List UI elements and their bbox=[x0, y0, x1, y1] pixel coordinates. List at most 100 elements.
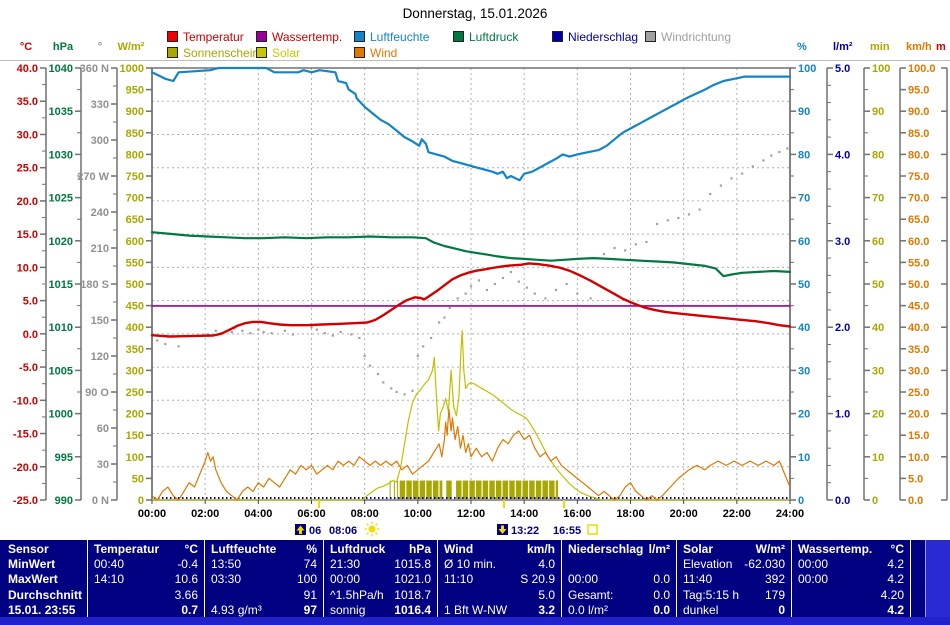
tick-label: 1.0 bbox=[835, 409, 850, 421]
tick-label: 35.0 bbox=[17, 96, 38, 108]
table-col-sensor: Sensor MinWert MaxWert Durchschnitt 15.01. 2… bbox=[2, 540, 88, 617]
tick-label: -15.0 bbox=[13, 429, 38, 441]
windrichtung-dot bbox=[770, 154, 773, 157]
sunrise-time: 08:06 bbox=[329, 525, 357, 537]
cell-value: 392 bbox=[764, 572, 785, 587]
cell-label: 0.0 l/m² bbox=[568, 602, 609, 617]
windrichtung-dot bbox=[762, 159, 765, 162]
sonnenschein-bar bbox=[389, 480, 391, 499]
table-row-label: Sensor bbox=[2, 541, 87, 556]
windrichtung-dot bbox=[350, 333, 353, 336]
windrichtung-dot bbox=[283, 329, 287, 332]
x-axis-label: 12:00 bbox=[457, 508, 485, 520]
tick-label: 85.0 bbox=[908, 128, 929, 140]
tick-label: 0 bbox=[138, 495, 144, 507]
row-label-text: MinWert bbox=[8, 557, 56, 572]
sonnenschein-bar bbox=[419, 480, 426, 499]
tick-label: 5.0 bbox=[908, 473, 923, 485]
tick-label: 10.0 bbox=[908, 452, 929, 464]
windrichtung-dot bbox=[323, 332, 326, 335]
tick-label: 90 bbox=[798, 106, 810, 118]
x-axis-label: 20:00 bbox=[670, 508, 698, 520]
windrichtung-dot bbox=[485, 288, 489, 292]
windrichtung-dot bbox=[339, 330, 342, 334]
tick-label: 3.0 bbox=[835, 236, 850, 248]
tick-label: 180 S bbox=[80, 279, 109, 291]
tick-label: hPa bbox=[53, 41, 74, 53]
sonnenschein-bar bbox=[489, 480, 495, 499]
table-row: dunkel 0 bbox=[677, 602, 791, 617]
cell-label: dunkel bbox=[683, 602, 719, 617]
cell-value: 100 bbox=[296, 572, 317, 587]
cell-value: 0.0 bbox=[653, 602, 670, 617]
temperatur-series bbox=[150, 262, 792, 338]
tick-label: 60.0 bbox=[908, 236, 929, 248]
tick-label: % bbox=[797, 41, 807, 53]
sonnenschein-bar bbox=[456, 480, 462, 499]
x-axis-label: 24:00 bbox=[776, 508, 804, 520]
windrichtung-dot bbox=[403, 393, 406, 396]
windrichtung-dot bbox=[443, 316, 446, 319]
tick-label: 4.0 bbox=[835, 149, 850, 161]
cell-value: 4.2 bbox=[887, 572, 904, 587]
legend-swatch-icon bbox=[167, 31, 178, 42]
table-row: 00:00 0.0 bbox=[562, 571, 676, 586]
tick-label: 40.0 bbox=[908, 322, 929, 334]
windrichtung-dot bbox=[741, 172, 744, 175]
tick-label: W/m² bbox=[118, 41, 145, 53]
windrichtung-dot bbox=[270, 332, 273, 335]
cell-label: Tag:5:15 h bbox=[683, 587, 740, 602]
column-unit: hPa bbox=[408, 542, 431, 556]
sunrise-axis-tick bbox=[318, 500, 320, 508]
x-axis-label: 10:00 bbox=[404, 508, 432, 520]
tick-label: 75.0 bbox=[908, 171, 929, 183]
chart-legend: Temperatur Wassertemp. Luftfeuchte Luftdruc… bbox=[0, 0, 950, 62]
sonnenschein-bar bbox=[549, 480, 555, 499]
windrichtung-dot bbox=[363, 354, 366, 358]
legend-label: Sonnenschein bbox=[183, 45, 260, 60]
table-row: 91 bbox=[205, 587, 323, 602]
tick-label: 15.0 bbox=[17, 229, 38, 241]
cell-value: 3.66 bbox=[174, 587, 198, 602]
windrichtung-dot bbox=[422, 345, 425, 348]
cell-value: 4.2 bbox=[887, 557, 904, 572]
cell-label: 00:00 bbox=[798, 572, 829, 587]
tick-label: 360 N bbox=[80, 63, 109, 75]
table-col-luftfeuchte: Luftfeuchte% 13:50 74 03:30 100 91 4.93 g/m³ 97 bbox=[205, 540, 324, 617]
windrichtung-dot bbox=[368, 364, 372, 367]
windrichtung-dot bbox=[602, 252, 606, 256]
tick-label: 50.0 bbox=[908, 279, 929, 291]
windrichtung-dot bbox=[565, 282, 568, 286]
moonset-time: 13:22 bbox=[511, 525, 539, 537]
tick-label: min bbox=[870, 41, 890, 53]
tick-label: l/m² bbox=[833, 41, 853, 53]
tick-label: 600 bbox=[126, 236, 144, 248]
windrichtung-dot bbox=[411, 389, 414, 392]
table-row: 4.20 bbox=[792, 587, 910, 602]
legend-swatch-icon bbox=[354, 31, 365, 42]
tick-label: 1020 bbox=[49, 236, 73, 248]
windrichtung-dot bbox=[501, 276, 504, 280]
tick-label: 990 bbox=[55, 495, 73, 507]
cell-value: 1015.8 bbox=[394, 557, 431, 572]
cell-value: 0.7 bbox=[181, 602, 198, 617]
column-name: Solar bbox=[683, 542, 714, 556]
tick-label: m bbox=[936, 41, 946, 53]
cell-label: 03:30 bbox=[211, 572, 242, 587]
x-axis-label: 22:00 bbox=[723, 508, 751, 520]
sonnenschein-bar bbox=[399, 480, 406, 499]
tick-label: 900 bbox=[126, 106, 144, 118]
legend-swatch-icon bbox=[645, 31, 656, 42]
sonnenschein-bar bbox=[462, 480, 469, 499]
windrichtung-dot bbox=[493, 282, 497, 286]
windrichtung-dot bbox=[544, 297, 547, 300]
table-header-row: Wassertemp. °C bbox=[792, 541, 910, 556]
sonnenschein-bar bbox=[529, 480, 535, 499]
tick-label: 30 bbox=[97, 459, 109, 471]
legend-item-windrichtung: Windrichtung bbox=[645, 30, 731, 44]
windrichtung-dot bbox=[613, 246, 616, 250]
cell-label: 14:10 bbox=[94, 572, 125, 587]
legend-swatch-icon bbox=[453, 31, 464, 42]
cell-value: 0.0 bbox=[653, 587, 670, 602]
sunset-square-icon bbox=[587, 524, 598, 535]
